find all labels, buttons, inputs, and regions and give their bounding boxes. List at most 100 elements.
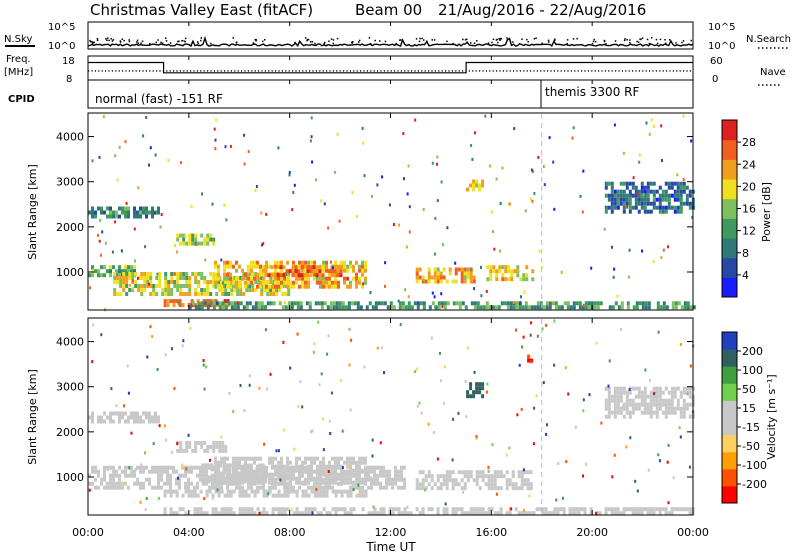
velocity-cell <box>676 406 680 411</box>
power-cell <box>503 301 507 306</box>
velocity-cell <box>319 476 322 481</box>
velocity-cell <box>628 410 632 415</box>
power-cell <box>194 292 198 296</box>
velocity-cell <box>358 493 362 498</box>
velocity-colorbar-segment <box>722 349 737 367</box>
nsearch-point <box>421 37 423 40</box>
power-cell <box>331 280 334 285</box>
velocity-cell <box>286 507 290 512</box>
velocity-cell <box>490 507 494 512</box>
power-cell <box>398 301 402 306</box>
beam-label: Beam 00 <box>355 1 422 19</box>
power-cell <box>608 305 612 310</box>
power-cell <box>306 269 310 274</box>
power-cell <box>643 189 647 194</box>
velocity-cell <box>247 485 250 490</box>
nsearch-point <box>547 41 550 43</box>
power-cell <box>206 305 210 310</box>
velocity-cell <box>206 448 210 453</box>
power-cell <box>611 305 615 310</box>
velocity-cell <box>163 481 166 486</box>
power-colorbar-label: Power [dB] <box>760 182 773 242</box>
velocity-cell <box>487 486 491 491</box>
velocity-cell <box>199 489 203 494</box>
velocity-cell <box>298 456 301 461</box>
velocity-colorbar-tick-label: 50 <box>742 383 756 396</box>
velocity-cell <box>228 471 232 476</box>
velocity-cell <box>256 480 259 485</box>
power-cell <box>149 272 153 276</box>
power-cell <box>364 264 367 269</box>
power-cell <box>316 276 319 281</box>
velocity-cell <box>352 485 355 490</box>
velocity-cell <box>442 511 446 516</box>
velocity-cell <box>115 404 118 408</box>
power-cell <box>364 280 367 285</box>
power-cell <box>383 301 387 306</box>
velocity-cell <box>515 328 517 332</box>
power-cell <box>660 124 663 128</box>
velocity-cell <box>289 485 292 490</box>
power-cell <box>94 210 97 215</box>
velocity-cell <box>499 470 503 475</box>
power-cell <box>646 209 650 214</box>
power-cell <box>242 292 246 296</box>
velocity-cell <box>334 480 337 485</box>
velocity-cell <box>213 467 217 472</box>
power-cell <box>670 181 674 186</box>
velocity-cell <box>373 477 376 482</box>
power-cell <box>494 305 498 310</box>
power-cell <box>590 266 593 270</box>
velocity-cell <box>523 482 527 487</box>
power-cell <box>613 197 617 202</box>
nsearch-point <box>264 39 266 41</box>
power-cell <box>336 265 340 270</box>
power-cell <box>431 291 434 295</box>
power-cell <box>292 260 295 265</box>
velocity-cell <box>223 511 227 516</box>
power-cell <box>139 206 142 211</box>
velocity-cell <box>604 402 608 407</box>
power-ytick-label: 3000 <box>56 176 84 189</box>
power-cell <box>509 202 512 206</box>
power-cell <box>239 292 243 296</box>
power-cell <box>269 276 273 280</box>
power-cell <box>280 280 283 285</box>
power-cell <box>510 277 514 282</box>
velocity-cell <box>310 489 314 494</box>
power-cell <box>196 299 200 304</box>
velocity-cell <box>163 507 167 512</box>
power-cell <box>587 305 591 310</box>
power-cell <box>259 280 262 285</box>
velocity-cell <box>243 463 247 468</box>
velocity-cell <box>218 444 222 449</box>
power-cell <box>140 284 144 288</box>
velocity-cell <box>268 489 272 494</box>
power-cell <box>88 273 91 278</box>
velocity-cell <box>197 440 201 445</box>
power-cell <box>266 301 270 306</box>
power-cell <box>607 197 611 202</box>
velocity-cell <box>511 470 515 475</box>
velocity-cell <box>182 339 185 343</box>
velocity-cell <box>356 493 359 497</box>
power-cell <box>212 301 216 306</box>
velocity-cell <box>207 475 211 480</box>
velocity-cell <box>427 422 430 426</box>
power-cell <box>646 193 650 198</box>
velocity-cell <box>391 477 394 482</box>
velocity-cell <box>92 323 95 327</box>
velocity-cell <box>622 507 626 512</box>
power-cell <box>537 155 540 159</box>
power-cell <box>169 299 173 304</box>
velocity-cell <box>673 406 677 411</box>
power-cell <box>489 265 493 270</box>
power-cell <box>100 210 103 215</box>
velocity-cell <box>328 511 332 516</box>
power-cell <box>286 260 289 265</box>
velocity-cell <box>187 485 190 490</box>
power-cell <box>203 276 207 280</box>
velocity-cell <box>382 465 385 470</box>
nsearch-point <box>527 41 529 43</box>
velocity-cell <box>607 406 611 411</box>
